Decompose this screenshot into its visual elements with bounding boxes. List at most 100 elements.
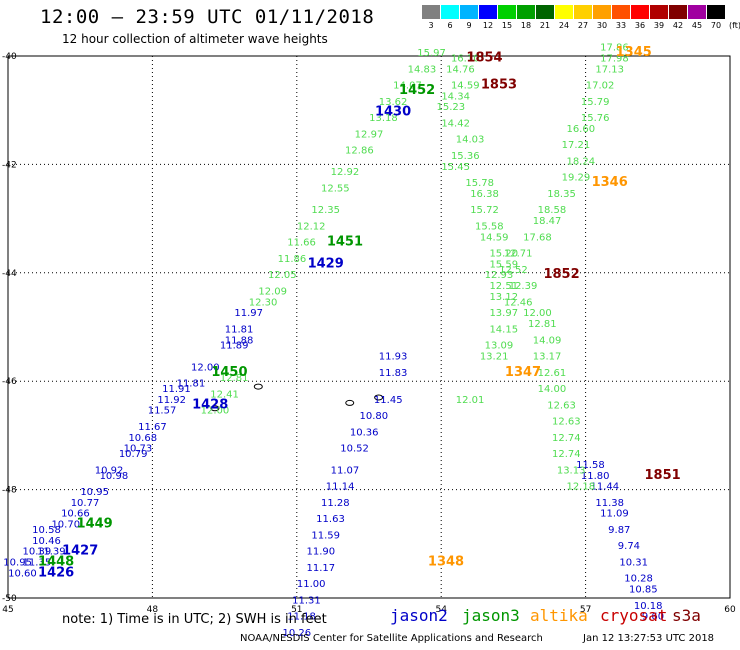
swh-value-label: 13.09 [485, 341, 514, 352]
swh-value-label: 10.66 [61, 509, 90, 520]
swh-value-label: 12.18 [566, 482, 595, 493]
swh-value-label: 12.46 [504, 297, 533, 308]
swh-value-label: 17.68 [523, 232, 552, 243]
swh-value-label: 11.38 [595, 498, 624, 509]
swh-value-label: 9.87 [608, 525, 630, 536]
swh-value-label: 12.97 [355, 129, 384, 140]
swh-value-label: 18.47 [533, 216, 562, 227]
pass-time-label: 1448 [38, 554, 74, 569]
swh-value-label: 11.57 [148, 406, 177, 417]
colorbar-swatch [517, 5, 535, 19]
swh-value-label: 13.13 [557, 465, 586, 476]
swh-value-label: 11.35 [23, 557, 52, 568]
swh-value-label: 10.28 [624, 574, 653, 585]
colorbar-label: 24 [558, 21, 570, 30]
swh-value-label: 10.46 [32, 536, 61, 547]
satellite-legend-altika: altika [530, 606, 588, 625]
swh-value-label: 11.66 [287, 238, 316, 249]
swh-value-label: 10.18 [634, 601, 663, 612]
swh-value-label: 11.59 [311, 530, 340, 541]
swh-value-label: 10.73 [124, 444, 153, 455]
swh-value-label: 12.81 [528, 319, 557, 330]
swh-value-label: 12.74 [552, 449, 581, 460]
swh-value-label: 14.00 [538, 384, 567, 395]
swh-value-label: 12.51 [489, 281, 518, 292]
swh-value-label: 12.05 [268, 270, 297, 281]
swh-value-label: 11.88 [225, 335, 254, 346]
x-tick-label: 57 [580, 605, 591, 615]
swh-value-label: 15.76 [581, 113, 610, 124]
swh-value-label: 11.83 [379, 368, 408, 379]
chart-title: 12:00 – 23:59 UTC 01/11/2018 [40, 6, 375, 28]
swh-value-label: 15.58 [475, 221, 504, 232]
swh-value-label: 11.58 [576, 460, 605, 471]
swh-value-label: 14.07 [393, 81, 422, 92]
swh-value-label: 17.21 [562, 140, 591, 151]
swh-value-label: 11.91 [162, 384, 191, 395]
swh-value-label: 14.03 [456, 135, 485, 146]
land-crozet-1 [253, 383, 263, 390]
pass-time-label: 1851 [645, 468, 681, 483]
swh-value-label: 10.85 [629, 585, 658, 596]
swh-value-label: 10.26 [282, 628, 311, 639]
colorbar-label: 39 [653, 21, 665, 30]
swh-value-label: 11.81 [177, 379, 206, 390]
swh-value-label: 13.12 [489, 292, 518, 303]
swh-value-label: 11.44 [591, 482, 620, 493]
pass-time-label: 1348 [428, 554, 464, 569]
swh-value-label: 12.93 [485, 270, 514, 281]
colorbar-swatch [612, 5, 630, 19]
swh-value-label: 12.35 [311, 205, 340, 216]
swh-value-label: 11.97 [234, 308, 263, 319]
colorbar-label: 42 [672, 21, 684, 30]
plot-frame [7, 55, 731, 599]
swh-value-label: 17.98 [600, 53, 629, 64]
swh-value-label: 16.60 [566, 124, 595, 135]
swh-value-label: 18.24 [566, 156, 595, 167]
swh-value-label: 13.97 [489, 308, 518, 319]
swh-value-label: 15.45 [441, 162, 470, 173]
x-tick-label: 48 [147, 605, 159, 615]
colorbar-swatch [593, 5, 611, 19]
colorbar-swatch [422, 5, 440, 19]
swh-value-label: 14.59 [451, 81, 480, 92]
swh-value-label: 12.71 [504, 249, 533, 260]
swh-value-label: 11.93 [379, 352, 408, 363]
swh-value-label: 10.77 [71, 498, 100, 509]
swh-value-label: 12.52 [499, 265, 528, 276]
swh-value-label: 10.80 [359, 411, 388, 422]
pass-time-label: 1345 [616, 45, 652, 60]
swh-value-label: 15.23 [437, 102, 466, 113]
x-tick-label: 60 [724, 605, 736, 615]
swh-value-label: 15.72 [470, 205, 499, 216]
swh-value-label: 9.60 [642, 612, 664, 623]
swh-value-label: 14.42 [441, 118, 470, 129]
pass-time-label: 1853 [481, 78, 517, 93]
swh-value-label: 12.61 [538, 368, 567, 379]
footer-credit: NOAA/NESDIS Center for Satellite Applica… [240, 633, 543, 644]
land-crozet-3 [210, 405, 220, 412]
swh-value-label: 10.60 [8, 568, 37, 579]
swh-value-label: 11.17 [307, 563, 336, 574]
swh-value-label: 13.18 [369, 113, 398, 124]
swh-value-label: 15.97 [417, 48, 446, 59]
swh-value-label: 11.92 [157, 395, 186, 406]
satellite-legend-jason3: jason3 [462, 606, 520, 625]
swh-value-label: 10.98 [100, 471, 129, 482]
colorbar-swatch [498, 5, 516, 19]
swh-value-label: 12.81 [220, 373, 249, 384]
swh-value-label: 11.63 [316, 514, 345, 525]
colorbar-swatch [536, 5, 554, 19]
swh-value-label: 12.63 [552, 417, 581, 428]
colorbar-swatch [688, 5, 706, 19]
swh-value-label: 16.10 [451, 53, 480, 64]
swh-value-label: 10.31 [619, 557, 648, 568]
colorbar-swatch [441, 5, 459, 19]
colorbar-swatch [631, 5, 649, 19]
colorbar-label: 36 [634, 21, 646, 30]
pass-time-label: 1430 [375, 105, 411, 120]
swh-value-label: 10.95 [3, 557, 32, 568]
y-tick-label: -50 [2, 594, 17, 604]
colorbar-label: 12 [482, 21, 494, 30]
y-tick-label: -46 [2, 377, 17, 387]
